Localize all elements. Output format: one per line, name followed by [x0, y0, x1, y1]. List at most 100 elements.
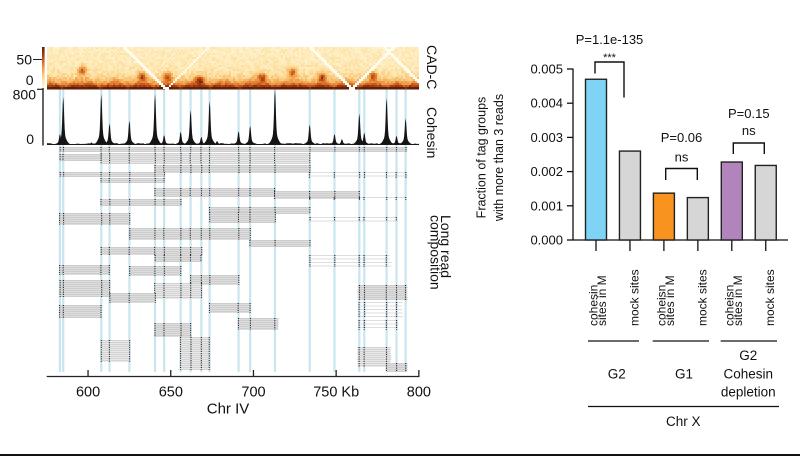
heatmap-cell — [71, 55, 74, 58]
heatmap-cell — [283, 71, 286, 74]
heatmap-cell — [219, 65, 222, 68]
heatmap-cell — [55, 49, 58, 52]
heatmap-cell — [227, 83, 230, 86]
heatmap-cell — [309, 59, 312, 62]
heatmap-cell — [395, 47, 398, 50]
heatmap-cell — [157, 53, 160, 56]
heatmap-cell — [357, 57, 360, 60]
heatmap-cell — [307, 83, 310, 86]
x-tick-label: 600 — [76, 385, 100, 401]
heatmap-cell — [209, 71, 212, 74]
heatmap-cell — [279, 59, 282, 62]
heatmap-cell — [173, 47, 176, 50]
heatmap-cell — [47, 79, 50, 82]
heatmap-cell — [337, 89, 340, 90]
heatmap-cell — [95, 73, 98, 76]
heatmap-cell — [281, 51, 284, 54]
heatmap-cell — [207, 47, 210, 50]
heatmap-cell — [119, 57, 122, 60]
heatmap-cell — [137, 63, 140, 66]
heatmap-cell — [65, 79, 68, 82]
heatmap-cell — [117, 59, 120, 62]
heatmap-cell — [267, 63, 270, 66]
heatmap-cell — [243, 65, 246, 68]
heatmap-cell — [319, 49, 322, 52]
heatmap-cell — [335, 71, 338, 74]
heatmap-cell — [57, 61, 60, 64]
heatmap-cell — [299, 57, 302, 60]
heatmap-cell — [191, 55, 194, 58]
heatmap-cell — [413, 57, 416, 60]
heatmap-cell — [401, 61, 404, 64]
heatmap-cell — [161, 57, 164, 60]
heatmap-cell — [297, 71, 300, 74]
heatmap-cell — [109, 47, 112, 50]
heatmap-cell — [225, 79, 228, 82]
heatmap-cell — [115, 83, 118, 86]
heatmap-cell — [165, 87, 168, 90]
heatmap-cell — [125, 77, 128, 80]
heatmap-cell — [233, 67, 236, 70]
heatmap-cell — [173, 81, 176, 84]
heatmap-cell — [143, 69, 146, 72]
heatmap-cell — [321, 51, 324, 54]
heatmap-cell — [353, 73, 356, 76]
heatmap-cell — [259, 77, 262, 80]
heatmap-cell — [307, 73, 310, 76]
heatmap-cell — [227, 79, 230, 82]
heatmap-cell — [327, 89, 330, 90]
heatmap-cell — [151, 63, 154, 66]
heatmap-cell — [141, 83, 144, 86]
heatmap-cell — [299, 55, 302, 58]
heatmap-cell — [61, 87, 64, 90]
heatmap-cell — [151, 77, 154, 80]
heatmap-cell — [339, 87, 342, 90]
heatmap-cell — [417, 69, 419, 72]
heatmap-cell — [219, 51, 222, 54]
heatmap-cell — [231, 59, 234, 62]
heatmap-cell — [205, 51, 208, 54]
heatmap-cell — [413, 85, 416, 88]
heatmap-cell — [301, 83, 304, 86]
heatmap-cell — [333, 87, 336, 90]
heatmap-cell — [95, 75, 98, 78]
heatmap-cell — [63, 61, 66, 64]
heatmap-cell — [57, 89, 60, 90]
heatmap-cell — [153, 57, 156, 60]
heatmap-cell — [389, 81, 392, 84]
heatmap-cell — [195, 79, 198, 82]
heatmap-cell — [109, 69, 112, 72]
heatmap-cell — [93, 55, 96, 58]
heatmap-cell — [351, 85, 354, 88]
heatmap-cell — [53, 63, 56, 66]
heatmap-cell — [239, 87, 242, 90]
heatmap-cell — [359, 87, 362, 90]
heatmap-cell — [405, 83, 408, 86]
heatmap-cell — [233, 81, 236, 84]
heatmap-cell — [157, 67, 160, 70]
heatmap-cell — [67, 51, 70, 54]
heatmap-cell — [401, 69, 404, 72]
heatmap-cell — [161, 49, 164, 52]
heatmap-cell — [371, 49, 374, 52]
heatmap-cell — [121, 75, 124, 78]
heatmap-cell — [257, 63, 260, 66]
heatmap-cell — [227, 77, 230, 80]
heatmap-cell — [279, 89, 282, 90]
heatmap-cell — [63, 51, 66, 54]
heatmap-cell — [63, 55, 66, 58]
heatmap-cell — [103, 73, 106, 76]
heatmap-cell — [153, 87, 156, 90]
heatmap-cell — [345, 63, 348, 66]
heatmap-cell — [107, 67, 110, 70]
heatmap-cell — [247, 73, 250, 76]
heatmap-cell — [229, 61, 232, 64]
heatmap-cell — [199, 57, 202, 60]
heatmap-cell — [115, 87, 118, 90]
heatmap-cell — [109, 61, 112, 64]
heatmap-cell — [205, 63, 208, 66]
heatmap-cell — [109, 87, 112, 90]
heatmap-cell — [143, 53, 146, 56]
heatmap-cell — [283, 79, 286, 82]
heatmap-cell — [297, 55, 300, 58]
